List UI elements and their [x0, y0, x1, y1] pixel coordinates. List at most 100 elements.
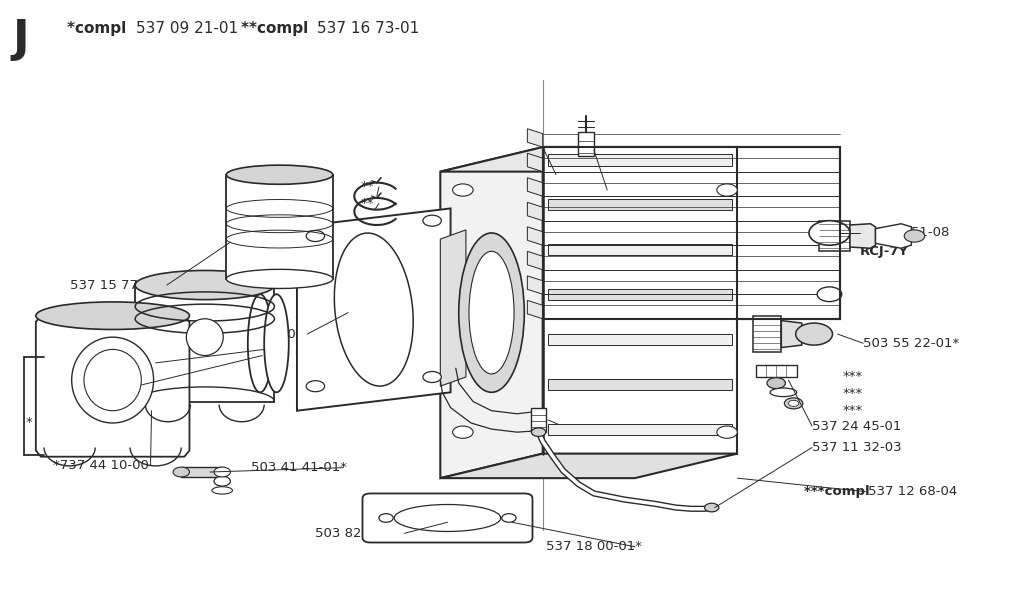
Text: 503 99 49-72*: 503 99 49-72* — [58, 356, 155, 370]
Text: 537 15 77-01: 537 15 77-01 — [70, 278, 160, 292]
Text: 537 12 68-04: 537 12 68-04 — [868, 485, 957, 498]
Polygon shape — [527, 251, 543, 270]
Ellipse shape — [135, 270, 274, 300]
Text: 537 09 21-01: 537 09 21-01 — [136, 21, 239, 36]
Ellipse shape — [788, 400, 799, 406]
Polygon shape — [181, 467, 222, 477]
Text: *737 44 10-00: *737 44 10-00 — [53, 459, 150, 473]
Ellipse shape — [226, 165, 333, 185]
Polygon shape — [548, 199, 732, 210]
Polygon shape — [527, 153, 543, 172]
Text: 537 18 00-01*: 537 18 00-01* — [546, 540, 642, 554]
Circle shape — [379, 514, 393, 522]
Polygon shape — [527, 202, 543, 221]
Polygon shape — [548, 245, 732, 256]
Text: **: ** — [360, 180, 374, 194]
Text: ***compl: ***compl — [804, 485, 874, 498]
Polygon shape — [36, 316, 189, 457]
Text: 537 11 32-03: 537 11 32-03 — [812, 441, 902, 454]
Text: ***: *** — [843, 404, 863, 417]
Text: 503 23 51-08: 503 23 51-08 — [860, 226, 949, 240]
Polygon shape — [527, 276, 543, 294]
Text: RCJ-7Y: RCJ-7Y — [860, 245, 909, 258]
Ellipse shape — [173, 467, 189, 477]
Polygon shape — [548, 334, 732, 345]
Ellipse shape — [453, 426, 473, 438]
Polygon shape — [850, 224, 876, 248]
Text: 504 34 00-04*: 504 34 00-04* — [607, 183, 702, 197]
Text: 503 82 11-01: 503 82 11-01 — [315, 527, 404, 540]
Text: **: ** — [360, 197, 374, 210]
Ellipse shape — [717, 426, 737, 438]
Polygon shape — [548, 424, 732, 435]
Circle shape — [306, 230, 325, 242]
Polygon shape — [440, 147, 737, 172]
Polygon shape — [440, 454, 737, 478]
Polygon shape — [527, 178, 543, 196]
Text: 503 41 41-01*: 503 41 41-01* — [251, 461, 347, 474]
Ellipse shape — [459, 233, 524, 392]
Polygon shape — [527, 129, 543, 147]
Circle shape — [306, 381, 325, 392]
Circle shape — [904, 230, 925, 242]
Ellipse shape — [264, 294, 289, 392]
Ellipse shape — [226, 269, 333, 289]
Polygon shape — [578, 132, 594, 156]
Polygon shape — [297, 208, 451, 411]
Polygon shape — [527, 300, 543, 319]
Polygon shape — [440, 147, 543, 478]
Text: ***: *** — [843, 387, 863, 400]
Circle shape — [423, 371, 441, 383]
Polygon shape — [135, 285, 274, 402]
Polygon shape — [543, 147, 737, 454]
Text: 503 55 22-01*: 503 55 22-01* — [863, 337, 959, 350]
Text: J: J — [12, 18, 29, 61]
Text: ***: *** — [843, 370, 863, 384]
Ellipse shape — [72, 337, 154, 423]
Polygon shape — [226, 175, 333, 279]
Ellipse shape — [212, 487, 232, 494]
Ellipse shape — [770, 388, 797, 397]
Ellipse shape — [248, 294, 272, 392]
Text: 537 16 73-01: 537 16 73-01 — [317, 21, 420, 36]
Text: *: * — [548, 168, 555, 181]
Polygon shape — [756, 365, 797, 377]
Polygon shape — [548, 379, 732, 390]
Polygon shape — [531, 408, 546, 432]
Polygon shape — [876, 224, 911, 248]
Text: 537 10 04-01: 537 10 04-01 — [215, 327, 304, 341]
Polygon shape — [753, 316, 781, 352]
Circle shape — [423, 215, 441, 226]
Ellipse shape — [36, 302, 189, 330]
Ellipse shape — [469, 251, 514, 374]
Circle shape — [214, 476, 230, 486]
Circle shape — [502, 514, 516, 522]
Text: 504 34 00-04*: 504 34 00-04* — [558, 417, 653, 431]
Ellipse shape — [717, 184, 737, 196]
Polygon shape — [548, 154, 732, 166]
Text: 537 24 45-01: 537 24 45-01 — [812, 419, 901, 433]
Ellipse shape — [214, 467, 230, 477]
Polygon shape — [440, 230, 466, 386]
Polygon shape — [527, 227, 543, 245]
Circle shape — [796, 323, 833, 345]
Ellipse shape — [84, 349, 141, 411]
Circle shape — [767, 378, 785, 389]
Text: *503 28 90-34: *503 28 90-34 — [44, 378, 140, 392]
Ellipse shape — [334, 233, 414, 386]
Circle shape — [705, 503, 719, 512]
Polygon shape — [548, 289, 732, 300]
Polygon shape — [543, 147, 840, 319]
Text: **compl: **compl — [241, 21, 313, 36]
Ellipse shape — [453, 184, 473, 196]
Text: *: * — [26, 416, 33, 430]
Ellipse shape — [817, 287, 842, 302]
Polygon shape — [781, 321, 802, 348]
Ellipse shape — [784, 398, 803, 409]
FancyBboxPatch shape — [362, 493, 532, 543]
Text: *compl: *compl — [67, 21, 131, 36]
Ellipse shape — [394, 504, 501, 531]
Circle shape — [531, 428, 546, 436]
Ellipse shape — [809, 221, 850, 245]
Ellipse shape — [186, 319, 223, 356]
